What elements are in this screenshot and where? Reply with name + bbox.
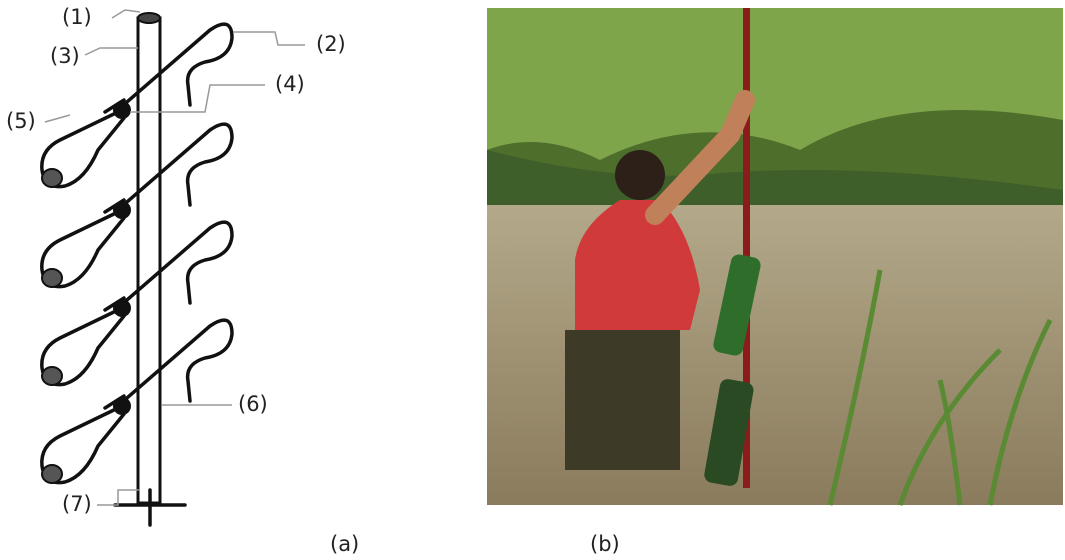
reeds: [827, 269, 1053, 506]
bottle: [704, 379, 754, 486]
waders: [565, 330, 680, 470]
bank: [487, 150, 1063, 215]
label: (1): [62, 5, 92, 29]
label: (3): [50, 44, 80, 68]
head: [615, 150, 665, 200]
pole: [743, 8, 750, 488]
leader: [233, 31, 305, 46]
label: (2): [316, 32, 346, 56]
leader: [97, 489, 140, 506]
sampler-diagram: (1) (2) (3) (4) (5) (6) (7): [6, 5, 346, 527]
arm: [645, 90, 755, 225]
bottle: [713, 254, 761, 356]
foliage: [487, 8, 1063, 160]
base: [113, 488, 187, 527]
leader: [84, 47, 138, 56]
label: (7): [62, 492, 92, 516]
leader: [111, 9, 141, 19]
leader: [130, 84, 265, 113]
shirt: [575, 200, 700, 330]
leader: [44, 114, 71, 123]
label: (5): [6, 109, 36, 133]
panel-caption: (a): [330, 532, 359, 556]
pole-cap: [137, 12, 161, 24]
label: (4): [275, 72, 305, 96]
label: (6): [238, 392, 268, 416]
field-photo: [487, 8, 1063, 506]
panel-caption: (b): [590, 532, 620, 556]
